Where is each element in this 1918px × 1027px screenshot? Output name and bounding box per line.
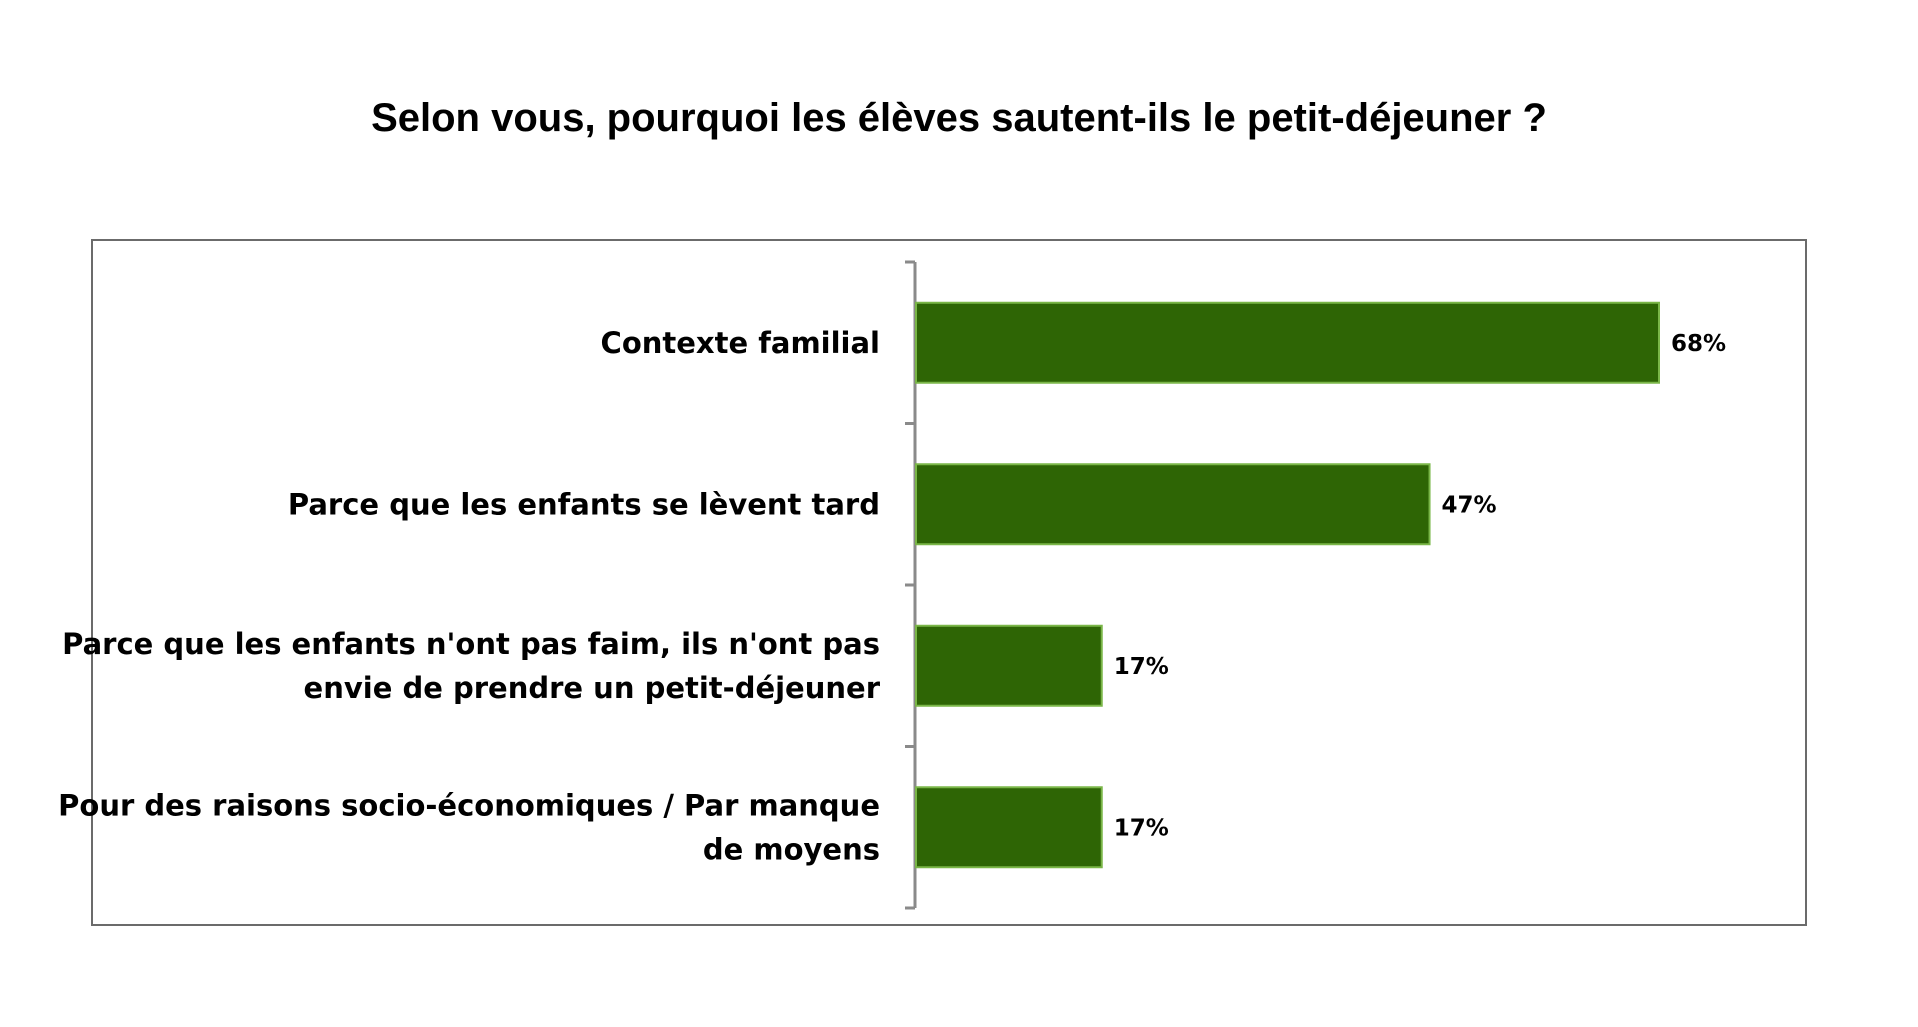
bar [915,463,1431,546]
category-labels: Contexte familial Parce que les enfants s… [58,326,881,867]
category-label: envie de prendre un petit-déjeuner [304,671,881,705]
category-label: Contexte familial [601,326,880,360]
chart-title: Selon vous, pourquoi les élèves sautent-… [371,96,1547,140]
bar [915,624,1103,707]
bars [915,301,1660,869]
category-label: Parce que les enfants se lèvent tard [288,487,880,521]
data-label: 17% [1114,654,1169,680]
category-label: de moyens [703,832,880,866]
value-labels: 68% 47% 17% 17% [1114,331,1726,842]
data-label: 17% [1114,815,1169,841]
bar [915,786,1103,869]
category-label: Parce que les enfants n'ont pas faim, il… [62,627,880,661]
data-label: 68% [1671,331,1726,357]
category-label: Pour des raisons socio-économiques / Par… [58,788,880,822]
category-axis [905,260,917,910]
data-label: 47% [1442,492,1497,518]
bar [915,301,1660,384]
